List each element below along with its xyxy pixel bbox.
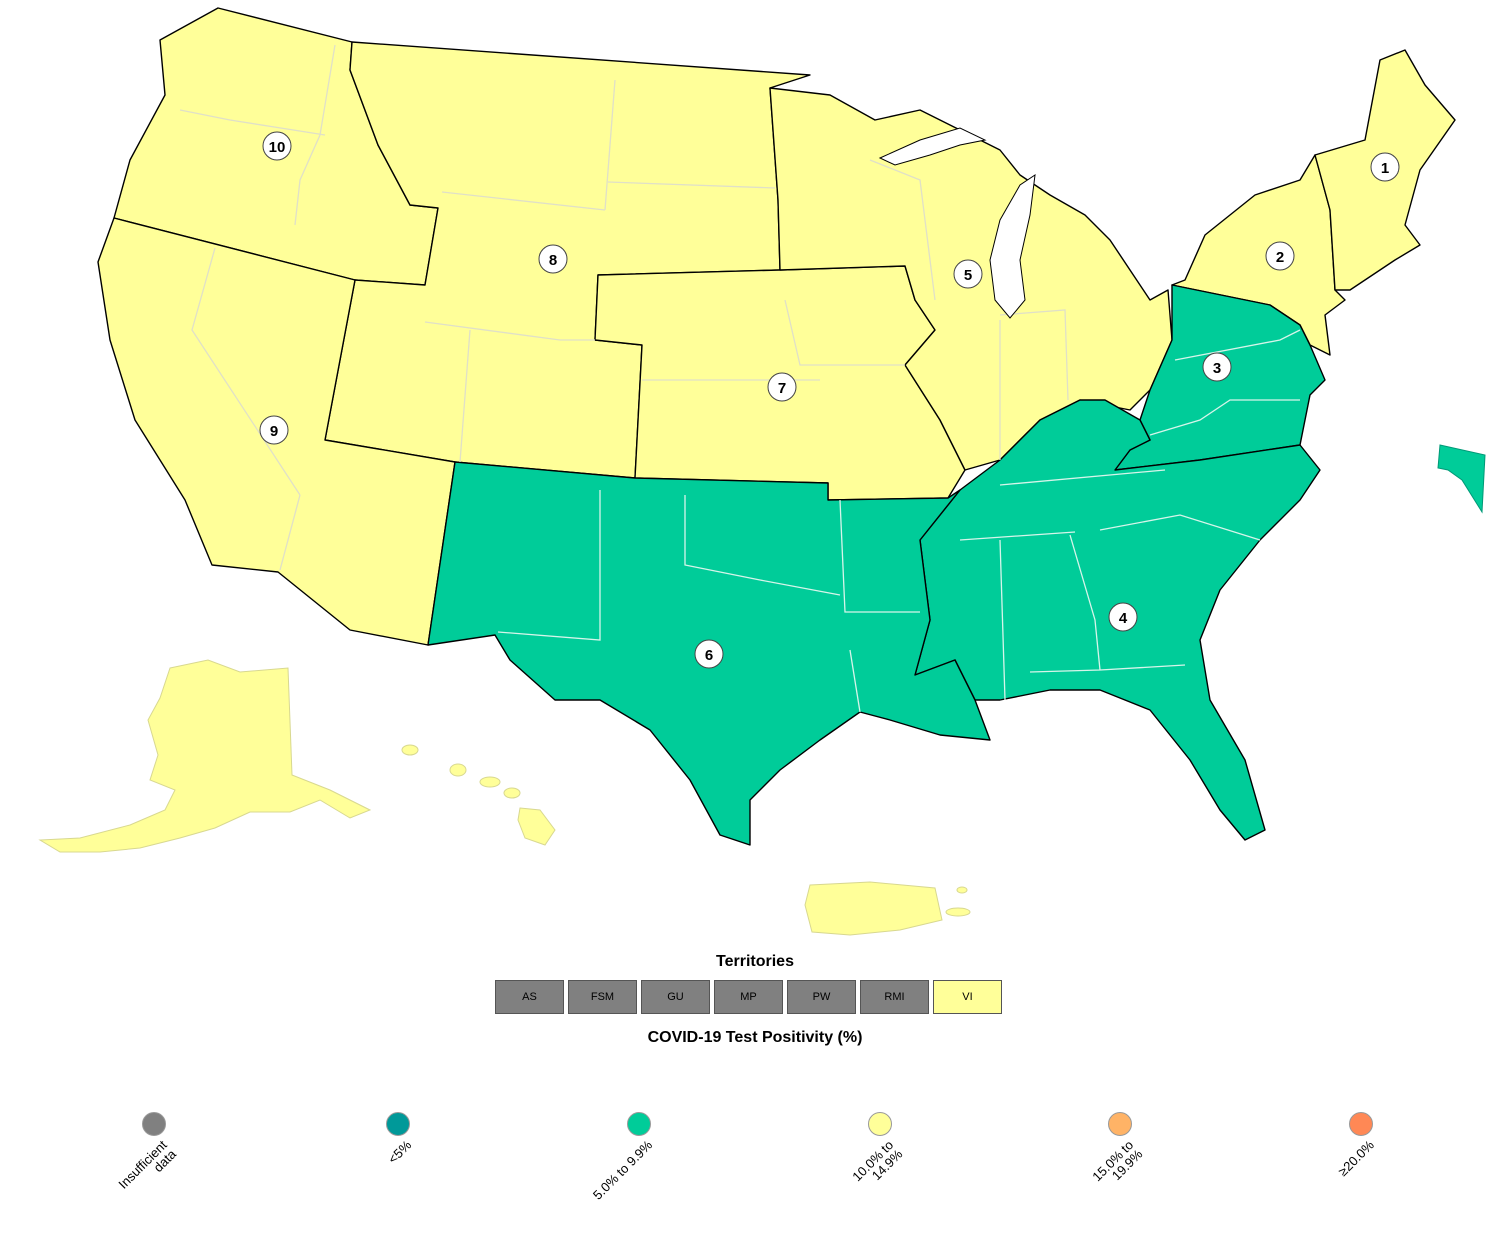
legend-item-15-to-19-9[interactable]: 15.0% to 19.9% (1089, 1112, 1145, 1184)
legend-swatch (142, 1112, 166, 1136)
puerto-rico-islet-2 (956, 886, 968, 894)
region-number-label: 8 (549, 252, 557, 269)
territory-row: AS FSM GU MP PW RMI VI (495, 980, 1002, 1014)
legend-label: <5% (384, 1137, 414, 1167)
region-badge-7[interactable]: 7 (767, 372, 797, 402)
hawaii-shape[interactable] (401, 744, 556, 846)
inset-fragment (1437, 444, 1486, 514)
legend-label: Insufficient data (115, 1137, 180, 1192)
region-number-label: 6 (705, 647, 713, 664)
territory-box-as[interactable]: AS (495, 980, 564, 1014)
legend-swatch (1108, 1112, 1132, 1136)
puerto-rico-islet (945, 907, 971, 917)
region-badge-1[interactable]: 1 (1370, 152, 1400, 182)
legend-swatch (1349, 1112, 1373, 1136)
region-badge-5[interactable]: 5 (953, 259, 983, 289)
territories-title: Territories (716, 953, 794, 970)
lake-superior (878, 127, 987, 166)
legend-item-5-to-9-9[interactable]: 5.0% to 9.9% (590, 1112, 655, 1203)
region-number-label: 7 (778, 380, 786, 397)
region-badge-10[interactable]: 10 (262, 131, 292, 161)
region-badge-3[interactable]: 3 (1202, 352, 1232, 382)
legend-title: COVID-19 Test Positivity (%) (647, 1029, 863, 1046)
region-badge-2[interactable]: 2 (1265, 241, 1295, 271)
alaska-shape[interactable] (38, 659, 372, 853)
territory-box-pw[interactable]: PW (787, 980, 856, 1014)
legend-item-10-to-14-9[interactable]: 10.0% to 14.9% (849, 1112, 905, 1184)
territory-box-gu[interactable]: GU (641, 980, 710, 1014)
legend-label: ≥20.0% (1335, 1137, 1377, 1180)
legend-swatch (627, 1112, 651, 1136)
territory-box-mp[interactable]: MP (714, 980, 783, 1014)
region-badge-6[interactable]: 6 (694, 639, 724, 669)
legend-item-insufficient[interactable]: Insufficient data (116, 1112, 179, 1192)
region-badge-4[interactable]: 4 (1108, 602, 1138, 632)
legend-swatch (868, 1112, 892, 1136)
legend-item-20-plus[interactable]: ≥20.0% (1335, 1112, 1377, 1179)
legend-label: 15.0% to 19.9% (1088, 1137, 1146, 1185)
territory-box-rmi[interactable]: RMI (860, 980, 929, 1014)
territory-box-fsm[interactable]: FSM (568, 980, 637, 1014)
region-badge-9[interactable]: 9 (259, 415, 289, 445)
lake-michigan (989, 173, 1036, 319)
region-number-label: 4 (1119, 610, 1128, 627)
region-badge-8[interactable]: 8 (538, 244, 568, 274)
region-number-label: 1 (1381, 160, 1389, 177)
puerto-rico-shape[interactable] (804, 881, 943, 936)
legend-label: 5.0% to 9.9% (589, 1137, 655, 1203)
state-borders-green (497, 329, 1301, 713)
region-badges: 1 2 3 4 5 6 7 8 9 10 (259, 131, 1400, 669)
legend-item-under-5[interactable]: <5% (385, 1112, 414, 1167)
region-number-label: 5 (964, 267, 972, 284)
region-number-label: 3 (1213, 360, 1221, 377)
hhs-region-map: 1 2 3 4 5 6 7 8 9 10 (38, 7, 1486, 936)
legend-label: 10.0% to 14.9% (848, 1137, 906, 1185)
territory-box-vi[interactable]: VI (933, 980, 1002, 1014)
region-number-label: 2 (1276, 249, 1284, 266)
legend-swatch (386, 1112, 410, 1136)
state-borders-yellow (179, 44, 1069, 571)
region-number-label: 10 (269, 139, 286, 156)
region-number-label: 9 (270, 423, 278, 440)
